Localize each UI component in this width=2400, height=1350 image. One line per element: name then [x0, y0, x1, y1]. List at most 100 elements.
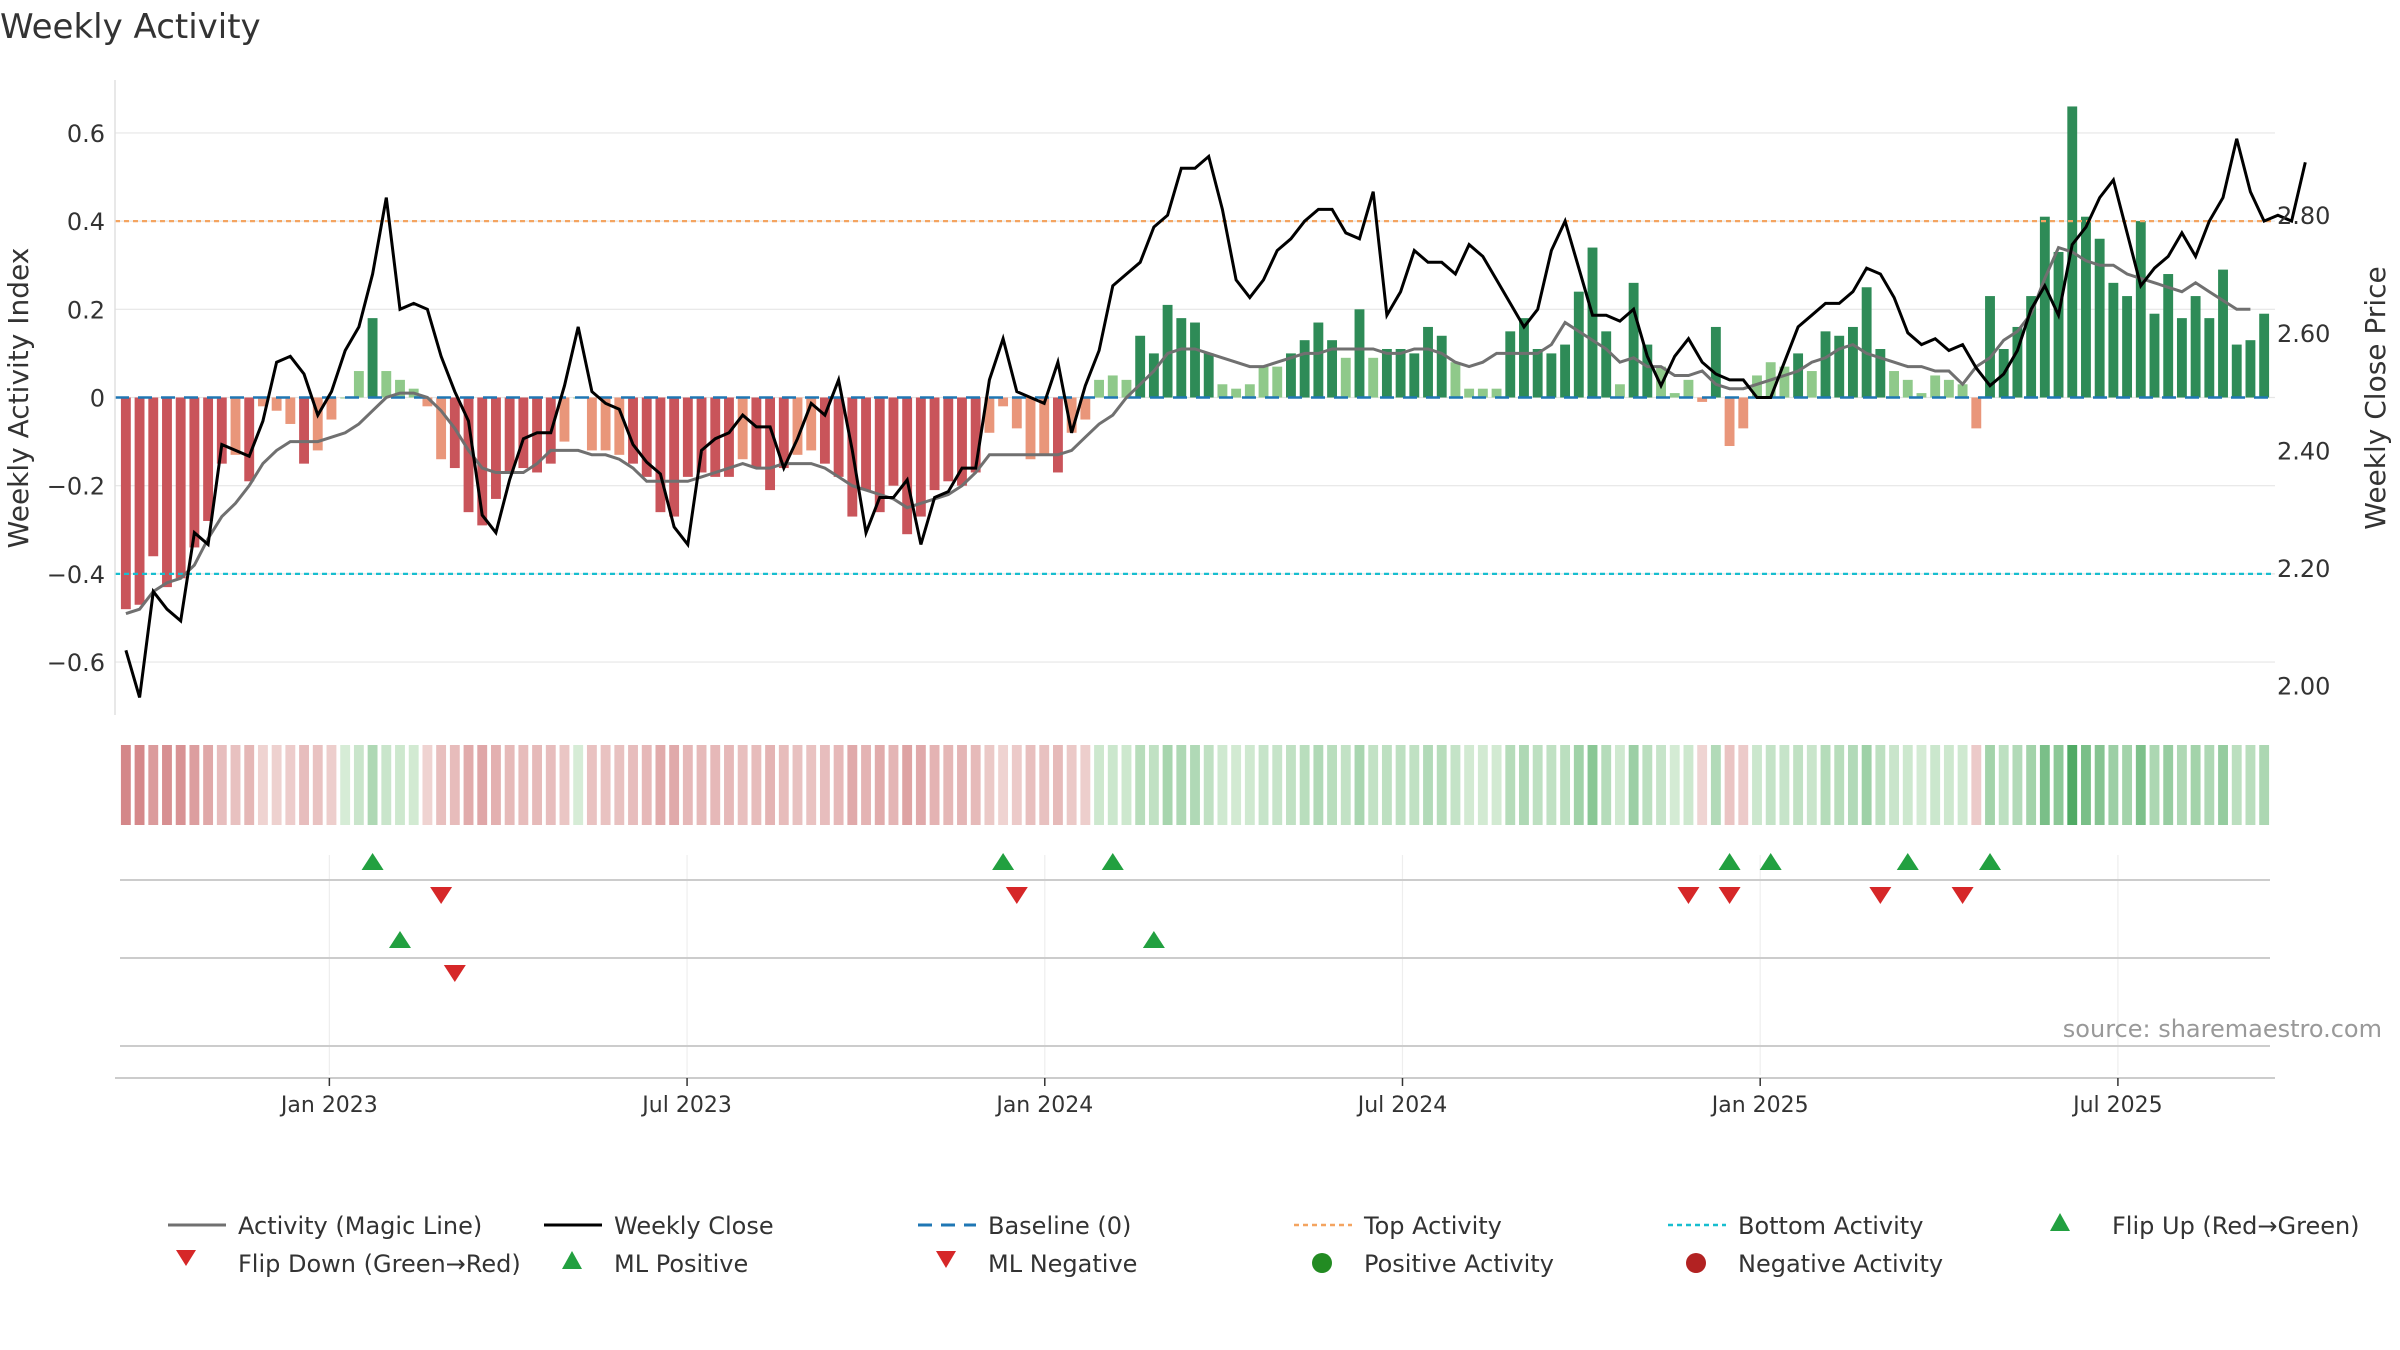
heatmap-cell: [1094, 745, 1104, 825]
heatmap-cell: [285, 745, 296, 825]
heatmap-cell: [162, 745, 172, 825]
activity-bar: [504, 397, 515, 473]
heatmap-cell: [1203, 745, 1214, 825]
y2-tick-label: 2.60: [2277, 320, 2330, 348]
flip-up-marker: [992, 853, 1015, 870]
heatmap-cell: [1793, 745, 1804, 825]
y2-tick-label: 2.20: [2277, 555, 2330, 583]
y2-tick-label: 2.40: [2277, 437, 2330, 465]
heatmap-cell: [120, 745, 131, 825]
activity-bar: [2149, 313, 2160, 398]
heatmap-cell: [1505, 745, 1516, 825]
heatmap-cell: [655, 745, 666, 825]
legend-item-negative-activity: Negative Activity: [1686, 1250, 1943, 1278]
activity-bar: [1148, 353, 1159, 398]
heatmap-cell: [1519, 745, 1529, 825]
heatmap-cell: [2149, 745, 2160, 825]
heatmap-cell: [943, 745, 954, 825]
heatmap-cell: [1450, 745, 1461, 825]
activity-bar: [943, 397, 954, 482]
activity-bar: [2259, 313, 2270, 398]
flip-up-marker: [1979, 853, 2002, 870]
activity-bar: [1930, 375, 1941, 398]
flip-up-marker: [1101, 853, 1124, 870]
activity-bar: [326, 397, 337, 420]
heatmap-cell: [1477, 745, 1488, 825]
heatmap-cell: [395, 745, 405, 825]
heatmap-cell: [257, 745, 268, 825]
activity-bar: [1916, 393, 1927, 398]
heatmap-cell: [175, 745, 186, 825]
activity-bar: [1409, 353, 1420, 398]
activity-bar: [1464, 388, 1475, 398]
activity-bar: [1272, 366, 1283, 398]
activity-bar: [2135, 221, 2146, 398]
activity-bar: [367, 318, 378, 398]
activity-bar: [312, 397, 323, 451]
activity-bar: [1875, 348, 1886, 398]
heatmap-cell: [1436, 745, 1447, 825]
activity-bar: [244, 397, 255, 482]
x-axis: Jan 2023 Jul 2023 Jan 2024 Jul 2024 Jan 2025…: [115, 1077, 2275, 1118]
heatmap-cell: [833, 745, 844, 825]
heatmap-cell: [1985, 745, 1995, 825]
activity-bar: [1532, 348, 1543, 398]
heatmap-cell: [1930, 745, 1941, 825]
activity-bar: [271, 397, 282, 411]
activity-bar: [1546, 353, 1557, 398]
heatmap-cell: [1368, 745, 1379, 825]
activity-bar: [929, 397, 940, 491]
heatmap-cell: [312, 745, 323, 825]
legend-label: Baseline (0): [988, 1212, 1131, 1240]
activity-bar: [1505, 331, 1516, 398]
activity-bar: [1011, 397, 1022, 429]
heatmap-cell: [2039, 745, 2050, 825]
x-tick-label: Jan 2023: [279, 1093, 378, 1118]
heatmap-cell: [765, 745, 776, 825]
heatmap-cell: [1340, 745, 1351, 825]
heatmap-cell: [1546, 745, 1557, 825]
activity-bar: [216, 397, 227, 464]
activity-bar: [1231, 388, 1242, 398]
activity-bar: [1107, 375, 1118, 398]
heatmap-cell: [1464, 745, 1475, 825]
y2-axis-label: Weekly Close Price: [2359, 266, 2392, 529]
heatmap-cell: [1299, 745, 1310, 825]
activity-bar: [1066, 397, 1077, 433]
x-tick-label: Jul 2025: [2071, 1093, 2163, 1118]
heatmap-cell: [408, 745, 419, 825]
heatmap-cell: [957, 745, 967, 825]
heatmap-cell: [381, 745, 392, 825]
x-tick-label: Jul 2024: [1356, 1093, 1448, 1118]
triangle-down-icon: [176, 1250, 196, 1266]
legend-item-ml-negative: ML Negative: [936, 1250, 1137, 1278]
heatmap-cell: [696, 745, 707, 825]
activity-bar: [1436, 335, 1447, 398]
flip-down-marker: [1677, 887, 1700, 904]
activity-bar: [778, 397, 789, 469]
heatmap-cell: [1669, 745, 1680, 825]
activity-bar: [2218, 269, 2228, 398]
ml-positive-marker: [1142, 931, 1165, 948]
activity-bar: [1793, 353, 1804, 398]
activity-bar: [806, 397, 817, 451]
legend-label: ML Negative: [988, 1250, 1137, 1278]
flip-up-marker: [1759, 853, 1782, 870]
heatmap-cell: [1601, 745, 1612, 825]
activity-bar: [1286, 353, 1296, 398]
flip-down-marker: [430, 887, 453, 904]
heatmap-cell: [1642, 745, 1653, 825]
activity-bar: [449, 397, 460, 469]
x-tick-label: Jan 2024: [994, 1093, 1093, 1118]
activity-bar: [1985, 296, 1995, 398]
activity-bar: [1628, 282, 1639, 398]
activity-bar: [285, 397, 296, 424]
heatmap-cell: [299, 745, 309, 825]
legend-item-flip-up: Flip Up (Red→Green): [2050, 1212, 2360, 1240]
heatmap-cell: [1724, 745, 1735, 825]
legend-item-positive-activity: Positive Activity: [1312, 1250, 1554, 1278]
heatmap-cell: [2163, 745, 2174, 825]
y-tick-label: 0.2: [67, 296, 105, 324]
activity-bar: [902, 397, 913, 535]
